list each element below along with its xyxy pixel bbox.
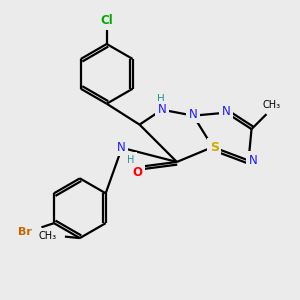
Text: CH₃: CH₃ [262,100,280,110]
Text: CH₃: CH₃ [39,231,57,241]
Text: N: N [117,140,126,154]
Text: S: S [210,140,219,154]
Text: H: H [128,155,135,165]
Text: N: N [158,103,166,116]
Text: N: N [189,108,198,121]
Text: H: H [157,94,164,104]
Text: N: N [249,154,257,167]
Text: N: N [222,105,230,118]
Text: Cl: Cl [100,14,113,27]
Text: O: O [132,167,142,179]
Text: Br: Br [18,226,32,236]
